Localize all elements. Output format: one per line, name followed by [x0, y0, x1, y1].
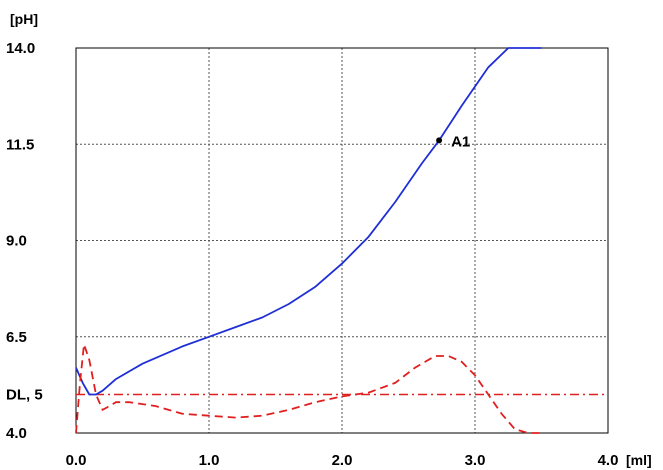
x-tick-label: 4.0: [598, 452, 619, 469]
y-tick-label: 14.0: [6, 40, 35, 57]
reference-line-label: DL, 5: [6, 387, 43, 404]
series-group: [75, 47, 542, 434]
y-tick-label: 11.5: [6, 136, 34, 153]
grid: [76, 48, 608, 433]
x-tick-label: 3.0: [465, 452, 486, 469]
y-tick-label: 9.0: [6, 233, 27, 250]
y-tick-labels: 4.0 6.5 9.0 11.5 14.0: [6, 40, 35, 442]
series-line-1: [75, 47, 542, 396]
point-label: A1: [451, 133, 470, 150]
reference-line-group: DL, 5: [6, 387, 608, 404]
x-tick-labels: 0.0 1.0 2.0 3.0 4.0: [66, 452, 619, 469]
annotated-points: A1: [436, 133, 470, 150]
x-tick-label: 2.0: [332, 452, 353, 469]
y-tick-label: 4.0: [6, 425, 27, 442]
x-tick-label: 1.0: [199, 452, 220, 469]
plot-frame: [75, 47, 609, 434]
series-line-2: [75, 343, 542, 434]
x-axis-unit-label: [ml]: [626, 452, 652, 468]
y-tick-label: 6.5: [6, 329, 27, 346]
x-tick-label: 0.0: [66, 452, 87, 469]
y-axis-unit-label: [pH]: [10, 11, 38, 27]
point-marker: [436, 137, 443, 144]
